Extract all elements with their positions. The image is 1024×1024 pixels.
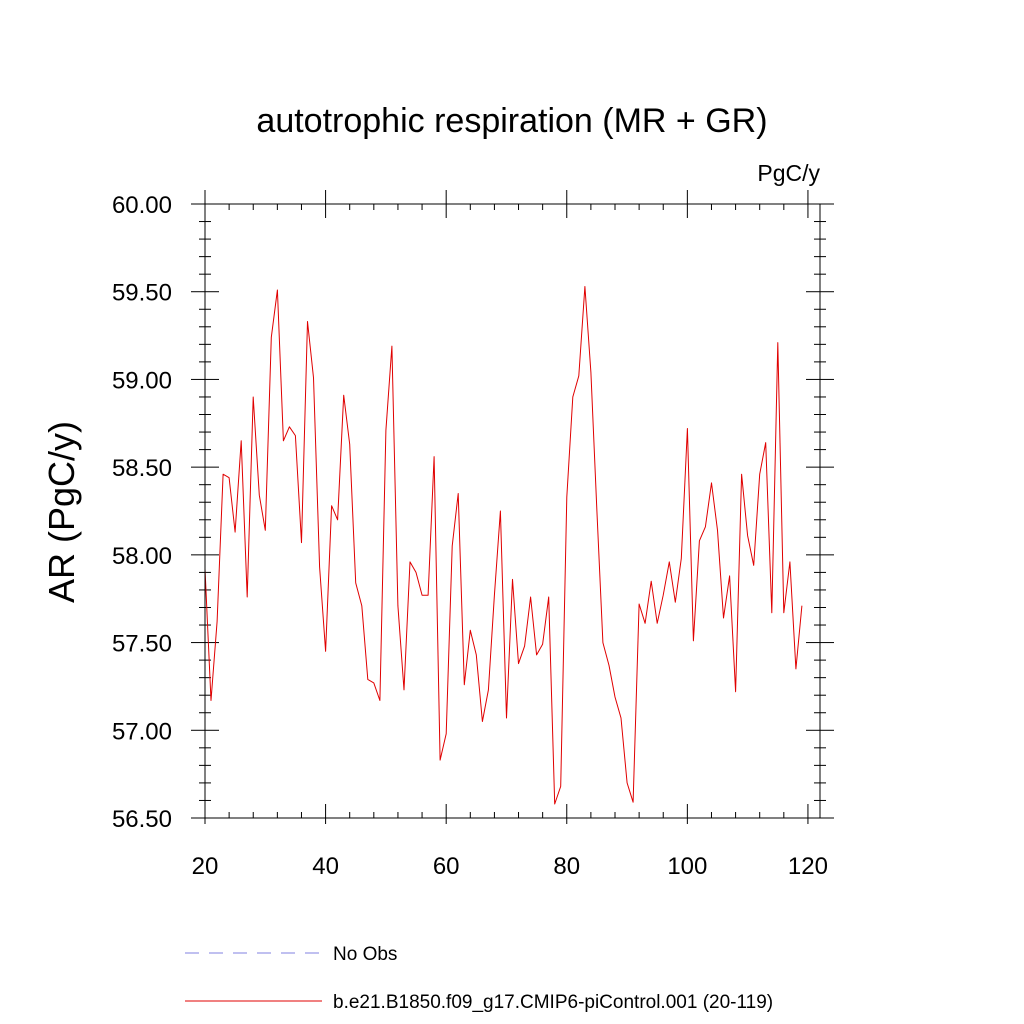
x-tick-label: 40 [312,853,339,880]
plot-frame [204,203,821,819]
x-tick-label: 80 [553,853,580,880]
legend-label-model: b.e21.B1850.f09_g17.CMIP6-piControl.001 … [333,992,773,1013]
legend: No Obs b.e21.B1850.f09_g17.CMIP6-piContr… [185,944,773,1013]
series-line [204,286,803,805]
axis-ticks [191,190,834,824]
y-tick-label: 60.00 [112,192,172,219]
y-tick-label: 57.00 [112,718,172,745]
y-tick-label: 59.00 [112,367,172,394]
y-tick-label: 58.00 [112,543,172,570]
units-label: PgC/y [757,160,820,186]
x-tick-label: 20 [192,853,219,880]
y-axis-label: AR (PgC/y) [41,421,82,603]
y-tick-label: 57.50 [112,631,172,658]
legend-label-no-obs: No Obs [333,944,397,965]
x-tick-label: 120 [788,853,828,880]
y-tick-label: 59.50 [112,280,172,307]
x-tick-label: 100 [667,853,707,880]
series-lines [204,286,803,805]
x-tick-label: 60 [433,853,460,880]
chart-title: autotrophic respiration (MR + GR) [256,102,767,140]
y-tick-label: 58.50 [112,455,172,482]
axis-tick-labels: 20 40 60 80 100 120 56.50 57.00 57.50 58.00 58.50 5… [112,192,828,880]
y-tick-label: 56.50 [112,806,172,833]
